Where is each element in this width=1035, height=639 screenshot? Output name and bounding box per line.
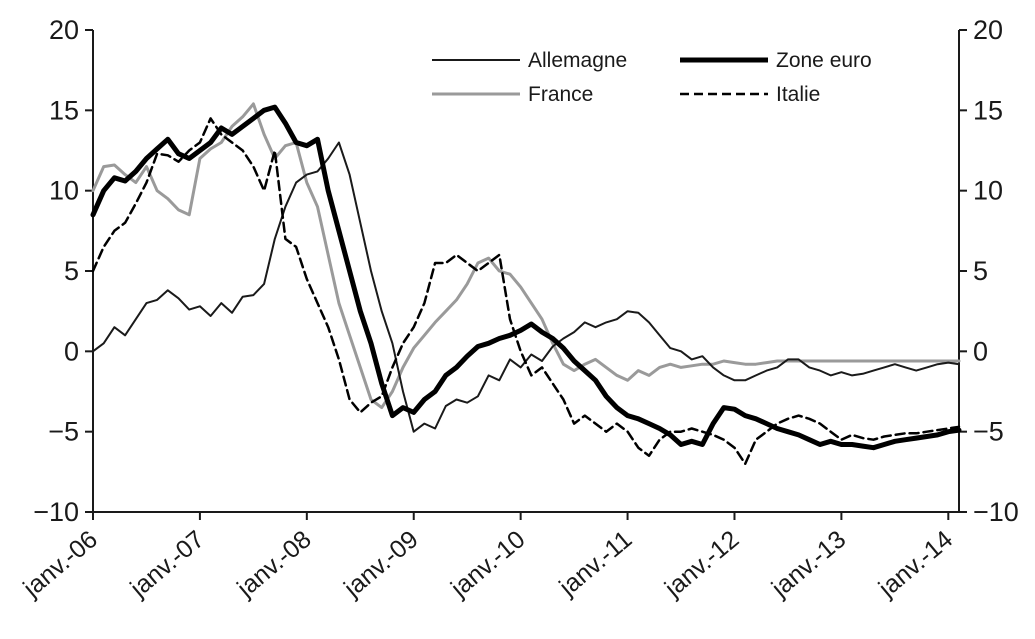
chart-legend: Allemagne Zone euro France Italie — [432, 49, 872, 106]
legend-label: Zone euro — [776, 49, 872, 72]
x-tick-label: janv.-13 — [766, 525, 851, 603]
x-tick-label: janv.-09 — [338, 525, 423, 603]
series-layer — [90, 102, 962, 466]
y-tick-label-left: 15 — [49, 95, 79, 125]
legend-label: Italie — [776, 83, 820, 106]
y-tick-label-right: −10 — [973, 497, 1019, 527]
series-line-france — [91, 102, 961, 410]
y-tick-label-left: −5 — [48, 417, 79, 447]
legend-label: France — [528, 83, 593, 106]
y-tick-label-left: 10 — [49, 176, 79, 206]
y-tick-label-left: −10 — [33, 497, 79, 527]
x-tick-label: janv.-08 — [231, 525, 316, 603]
x-tick-label: janv.-06 — [17, 525, 102, 603]
x-tick-label: janv.-10 — [445, 525, 530, 603]
y-tick-label-left: 0 — [64, 336, 79, 366]
series-line-italie — [91, 117, 961, 466]
y-tick-label-right: 10 — [973, 176, 1003, 206]
series-line-allemagne — [92, 141, 960, 433]
legend-label: Allemagne — [528, 49, 627, 72]
x-tick-label: janv.-14 — [873, 525, 959, 603]
y-tick-label-right: 15 — [973, 95, 1003, 125]
y-tick-label-right: 5 — [973, 256, 988, 286]
y-tick-label-right: −5 — [973, 417, 1004, 447]
y-tick-label-left: 20 — [49, 15, 79, 45]
x-tick-label: janv.-11 — [553, 525, 637, 602]
y-tick-label-right: 0 — [973, 336, 988, 366]
y-tick-label-left: 5 — [64, 256, 79, 286]
x-tick-label: janv.-12 — [659, 525, 744, 603]
chart-axes: −10 −10 −5 −5 0 0 5 5 10 10 15 15 20 20 janv.-06 janv.-… — [17, 15, 1018, 603]
series-line-zone-euro — [90, 104, 962, 451]
x-tick-label: janv.-07 — [124, 525, 209, 603]
y-tick-label-right: 20 — [973, 15, 1003, 45]
